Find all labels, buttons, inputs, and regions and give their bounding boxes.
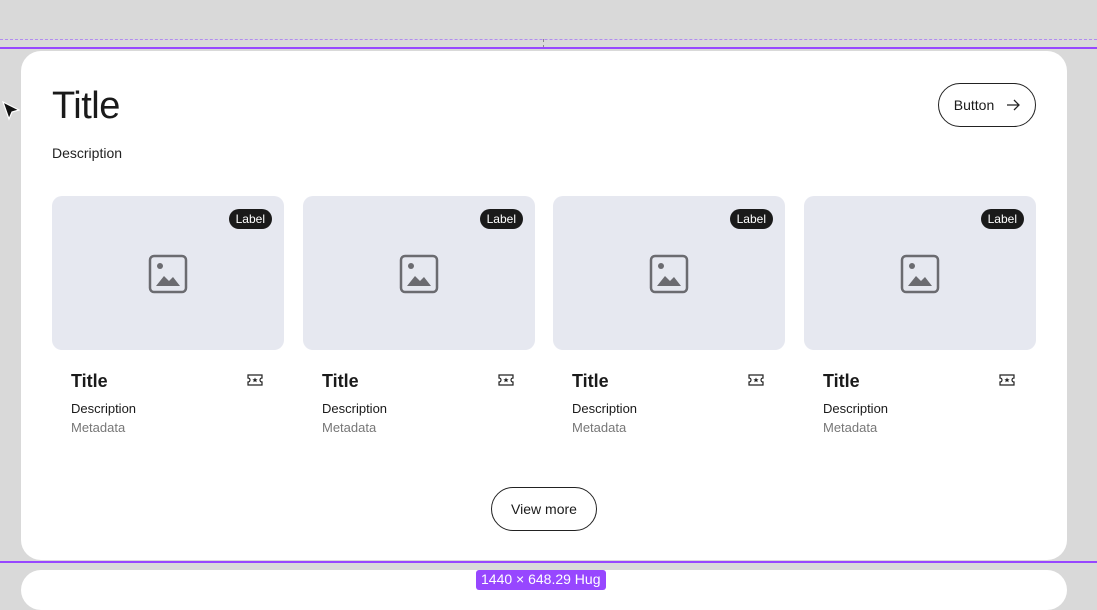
image-icon (399, 254, 439, 294)
image-icon (900, 254, 940, 294)
spacing-guide (543, 39, 544, 48)
selection-top-edge (0, 47, 1097, 49)
card-label: Label (479, 209, 523, 229)
ticket-icon[interactable] (498, 374, 514, 386)
card-label: Label (980, 209, 1024, 229)
ticket-icon[interactable] (247, 374, 263, 386)
card-description: Description (823, 401, 889, 416)
image-icon (649, 254, 689, 294)
ticket-icon[interactable] (999, 374, 1015, 386)
content-section: Title Description Button Label Title Des… (21, 51, 1067, 560)
ticket-icon[interactable] (748, 374, 764, 386)
card-label: Label (228, 209, 272, 229)
card-metadata: Metadata (823, 420, 878, 435)
image-placeholder: Label (52, 196, 284, 350)
image-icon (148, 254, 188, 294)
card-metadata: Metadata (71, 420, 126, 435)
product-card[interactable]: Label Title Description Metadata (553, 196, 785, 435)
header-button[interactable]: Button (938, 83, 1036, 127)
card-description: Description (572, 401, 638, 416)
card-metadata: Metadata (572, 420, 627, 435)
card-metadata: Metadata (322, 420, 377, 435)
header-button-label: Button (953, 97, 995, 113)
section-title: Title (52, 85, 120, 127)
product-card[interactable]: Label Title Description Metadata (52, 196, 284, 435)
selection-bottom-edge (0, 561, 1097, 563)
image-placeholder: Label (303, 196, 535, 350)
arrow-right-icon (1007, 99, 1021, 111)
section-description: Description (52, 145, 123, 161)
card-description: Description (71, 401, 137, 416)
image-placeholder: Label (553, 196, 785, 350)
cursor-arrow-icon (2, 101, 20, 121)
card-title: Title (823, 371, 860, 391)
guide-dashed-line (0, 39, 1097, 40)
card-label: Label (729, 209, 773, 229)
card-title: Title (572, 371, 609, 391)
card-description: Description (322, 401, 388, 416)
image-placeholder: Label (804, 196, 1036, 350)
view-more-button[interactable]: View more (491, 487, 597, 531)
product-card[interactable]: Label Title Description Metadata (303, 196, 535, 435)
product-card[interactable]: Label Title Description Metadata (804, 196, 1036, 435)
card-title: Title (71, 371, 108, 391)
view-more-label: View more (511, 501, 577, 517)
selection-size-badge: 1440 × 648.29 Hug (476, 570, 606, 590)
card-title: Title (322, 371, 359, 391)
